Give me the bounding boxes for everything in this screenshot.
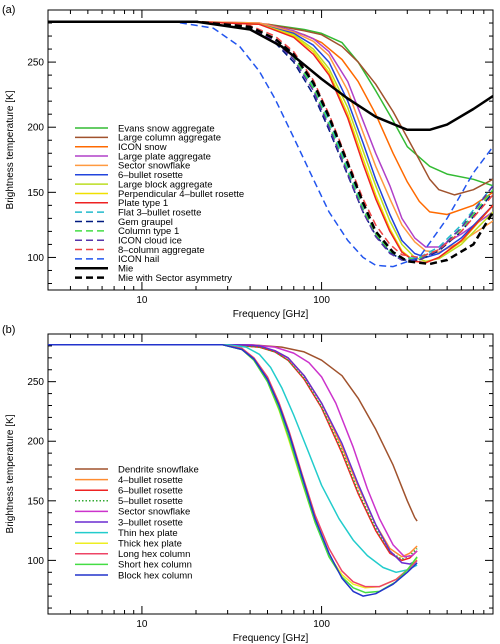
y-tick-label: 250 — [27, 58, 44, 69]
series-line-6 — [48, 343, 418, 565]
series-line-1 — [48, 20, 493, 187]
legend-label: Mie with Sector asymmetry — [118, 273, 232, 284]
series-line-17 — [48, 20, 493, 266]
series-lines — [48, 343, 418, 597]
series-line-1 — [48, 343, 418, 522]
legend-label: ICON snow — [118, 142, 167, 153]
legend-label: Block hex column — [118, 570, 192, 581]
series-line-7 — [48, 20, 493, 263]
y-tick-label: 250 — [27, 377, 44, 388]
legend-label: ICON hail — [118, 254, 159, 265]
legend-label: 6–bullet rosette — [118, 170, 183, 181]
y-tick-label: 100 — [27, 253, 44, 264]
x-ticks — [47, 334, 494, 614]
chart-panel-1: 10 100 100 150 200 250 Frequency [GHz] Brightne… — [2, 4, 494, 320]
series-line-7 — [48, 343, 418, 574]
legend-label: Gem graupel — [118, 217, 173, 228]
x-tick-label: 10 — [136, 619, 148, 630]
x-axis-label: Frequency [GHz] — [233, 309, 309, 320]
series-line-6 — [48, 20, 493, 259]
series-line-9 — [48, 20, 493, 264]
series-line-10 — [48, 20, 493, 260]
plot-frame — [47, 333, 494, 615]
legend-label: 5–bullet rosette — [118, 496, 183, 507]
x-axis-label: Frequency [GHz] — [233, 633, 309, 644]
x-tick-label: 10 — [136, 295, 148, 306]
legend-label: Thick hex plate — [118, 539, 182, 550]
legend-label: Column type 1 — [118, 226, 179, 237]
x-tick-label: 100 — [313, 295, 330, 306]
legend-label: Perpendicular 4–bullet rosette — [118, 189, 244, 200]
series-line-8 — [48, 20, 493, 264]
y-ticks — [48, 333, 493, 609]
series-line-4 — [48, 20, 493, 248]
series-lines — [48, 20, 493, 268]
series-line-11 — [48, 20, 493, 261]
y-ticks — [48, 9, 493, 284]
y-axis-label: Brightness temperature [K] — [5, 414, 16, 533]
x-tick-label: 100 — [313, 619, 330, 630]
series-line-5 — [48, 343, 418, 558]
legend-label: Mie — [118, 264, 133, 275]
chart-panel-2: 10 100 100 150 200 250 Frequency [GHz] Brightne… — [2, 324, 494, 644]
panel-label: (b) — [2, 324, 15, 336]
series-line-9 — [48, 343, 418, 588]
series-line-14 — [48, 20, 493, 259]
legend-label: Large plate aggregate — [118, 151, 211, 162]
legend-label: Large column aggregate — [118, 133, 221, 144]
legend-label: 3–bullet rosette — [118, 517, 183, 528]
series-line-5 — [48, 20, 493, 253]
legend-label: 4–bullet rosette — [118, 475, 183, 486]
series-line-12 — [48, 20, 493, 260]
legend-label: Short hex column — [118, 560, 192, 571]
series-line-11 — [48, 343, 418, 597]
y-tick-label: 200 — [27, 437, 44, 448]
series-line-2 — [48, 343, 418, 558]
series-line-2 — [48, 20, 493, 196]
panel-label: (a) — [2, 4, 15, 16]
legend-label: Sector snowflake — [118, 161, 190, 172]
series-line-4 — [48, 343, 418, 560]
series-line-3 — [48, 343, 418, 562]
legend-label: Dendrite snowflake — [118, 464, 199, 475]
x-ticks — [47, 10, 494, 290]
legend-label: Thin hex plate — [118, 528, 178, 539]
y-tick-label: 150 — [27, 188, 44, 199]
series-line-15 — [48, 20, 493, 268]
legend-label: 6–bullet rosette — [118, 486, 183, 497]
y-tick-label: 150 — [27, 496, 44, 507]
legend-label: ICON cloud ice — [118, 236, 182, 247]
legend-label: Flat 3–bullet rosette — [118, 207, 201, 218]
series-line-16 — [48, 20, 493, 132]
y-tick-label: 100 — [27, 556, 44, 567]
legend-label: Sector snowflake — [118, 507, 190, 518]
series-line-13 — [48, 20, 493, 261]
y-axis-label: Brightness temperature [K] — [5, 90, 16, 209]
y-tick-label: 200 — [27, 123, 44, 134]
legend-label: Evans snow aggregate — [118, 123, 215, 134]
series-line-8 — [48, 343, 418, 589]
legend-label: 8–column aggregate — [118, 245, 205, 256]
legend-label: Long hex column — [118, 549, 190, 560]
plot-frame — [47, 9, 494, 291]
series-line-3 — [48, 20, 493, 216]
legend-label: Large block aggregate — [118, 179, 213, 190]
legend-label: Plate type 1 — [118, 198, 168, 209]
